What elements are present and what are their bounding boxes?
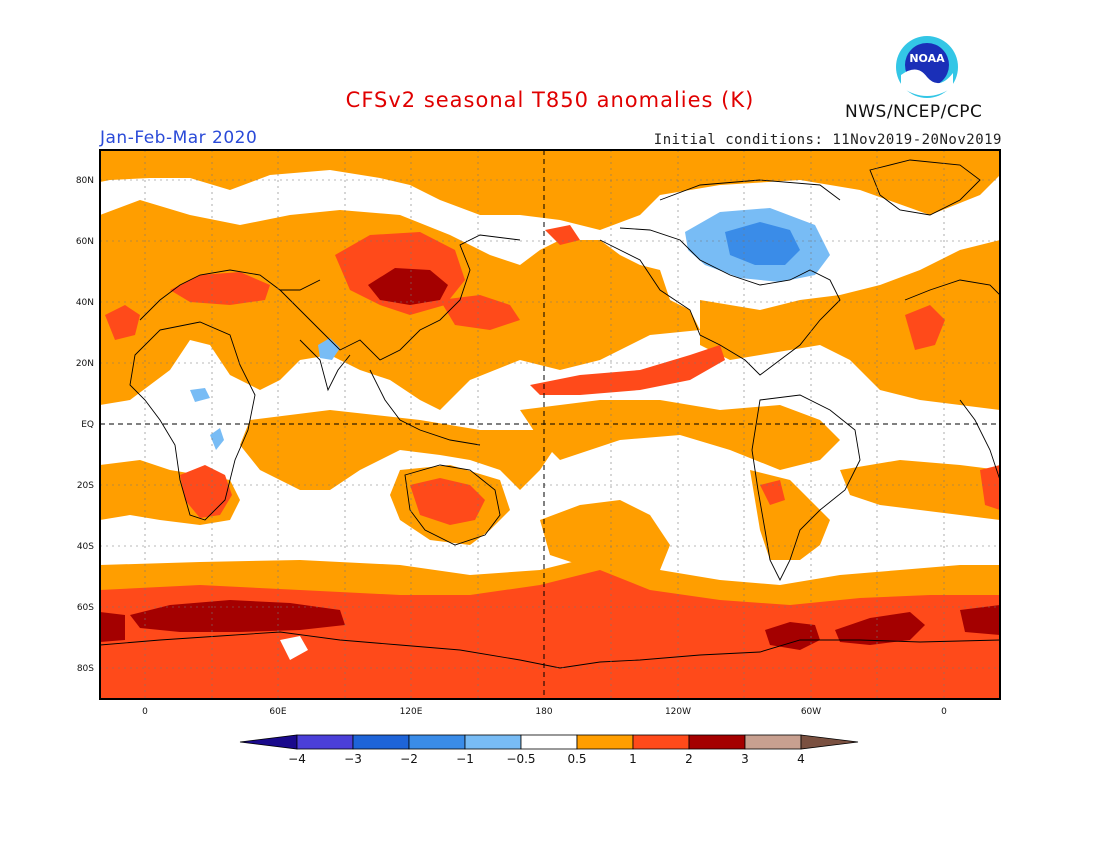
colorbar-label: −4 — [288, 752, 306, 766]
noaa-logo-icon: NOAA — [896, 36, 958, 98]
longitude-labels: 0 60E 120E 180 120W 60W 0 — [142, 707, 947, 717]
initial-conditions: Initial conditions: 11Nov2019-20Nov2019 — [653, 132, 1002, 148]
colorbar-label: 0.5 — [567, 752, 586, 766]
lat-tick: 80S — [77, 664, 94, 674]
colorbar-label: 3 — [741, 752, 749, 766]
lat-tick: 60S — [77, 603, 94, 613]
colorbar-label: 2 — [685, 752, 693, 766]
lat-tick: EQ — [81, 420, 94, 430]
map-title: CFSv2 seasonal T850 anomalies (K) — [345, 88, 755, 112]
latitude-labels: 80N 60N 40N 20N EQ 20S 40S 60S 80S — [76, 176, 94, 674]
map-field — [100, 150, 1000, 699]
colorbar-min-arrow — [239, 734, 298, 750]
lon-tick: 0 — [941, 707, 947, 717]
map-grid — [100, 150, 1000, 699]
lon-tick: 60W — [801, 707, 821, 717]
neutral-anomaly — [280, 636, 308, 660]
lat-tick: 40N — [76, 298, 94, 308]
lon-tick: 120E — [400, 707, 423, 717]
lat-tick: 60N — [76, 237, 94, 247]
colorbar-label: −1 — [456, 752, 474, 766]
colorbar-label: 4 — [797, 752, 805, 766]
colorbar-label: 1 — [629, 752, 637, 766]
lat-tick: 20S — [77, 481, 94, 491]
colorbar-segment — [632, 734, 690, 750]
colorbar-segment — [744, 734, 802, 750]
lat-tick: 40S — [77, 542, 94, 552]
lon-tick: 120W — [665, 707, 691, 717]
colorbar-label: −3 — [344, 752, 362, 766]
lon-tick: 180 — [535, 707, 552, 717]
colorbar-label: −2 — [400, 752, 418, 766]
colorbar-segment — [520, 734, 578, 750]
colorbar-segment — [296, 734, 354, 750]
svg-text:NOAA: NOAA — [909, 52, 945, 65]
colorbar-segment — [576, 734, 634, 750]
lat-tick: 80N — [76, 176, 94, 186]
colorbar-segment — [688, 734, 746, 750]
agency-label: NWS/NCEP/CPC — [845, 102, 983, 122]
lon-tick: 0 — [142, 707, 148, 717]
colorbar-max-arrow — [800, 734, 859, 750]
anomaly-2-3 — [100, 268, 1000, 650]
lon-tick: 60E — [269, 707, 286, 717]
coastlines — [100, 159, 1000, 669]
forecast-period: Jan-Feb-Mar 2020 — [100, 128, 258, 148]
map-frame — [99, 149, 1001, 700]
colorbar-segment — [408, 734, 466, 750]
anomaly-neg-1-2 — [725, 222, 800, 265]
lat-tick: 20N — [76, 359, 94, 369]
colorbar-label: −0.5 — [506, 752, 535, 766]
colorbar: −4 −3 −2 −1 −0.5 0.5 1 2 3 4 — [239, 734, 859, 766]
colorbar-segment — [464, 734, 522, 750]
equator-dateline — [100, 150, 1000, 699]
colorbar-segment — [352, 734, 410, 750]
